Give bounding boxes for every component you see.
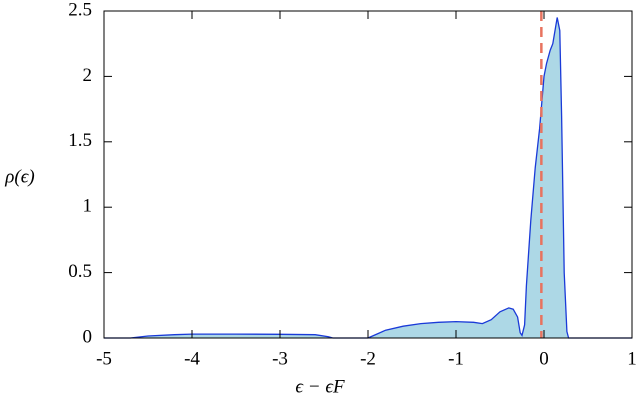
x-tick-label: -5 — [96, 348, 112, 369]
y-tick-label: 2 — [83, 65, 93, 86]
y-tick-label: 0.5 — [68, 261, 92, 282]
y-tick-label: 2.5 — [68, 0, 92, 20]
y-tick-label: 0 — [83, 326, 93, 347]
x-tick-label: -2 — [360, 348, 376, 369]
x-axis-label: ϵ − ϵF — [295, 376, 345, 397]
area-fill — [104, 17, 632, 338]
x-tick-label: -4 — [184, 348, 200, 369]
area-line — [104, 17, 632, 339]
x-tick-label: 1 — [627, 348, 637, 369]
y-tick-label: 1 — [83, 196, 93, 217]
y-axis-label: ρ(ϵ) — [4, 166, 34, 187]
x-tick-label: 0 — [539, 348, 549, 369]
x-tick-label: -3 — [272, 348, 288, 369]
y-tick-label: 1.5 — [68, 130, 92, 151]
x-tick-label: -1 — [448, 348, 464, 369]
